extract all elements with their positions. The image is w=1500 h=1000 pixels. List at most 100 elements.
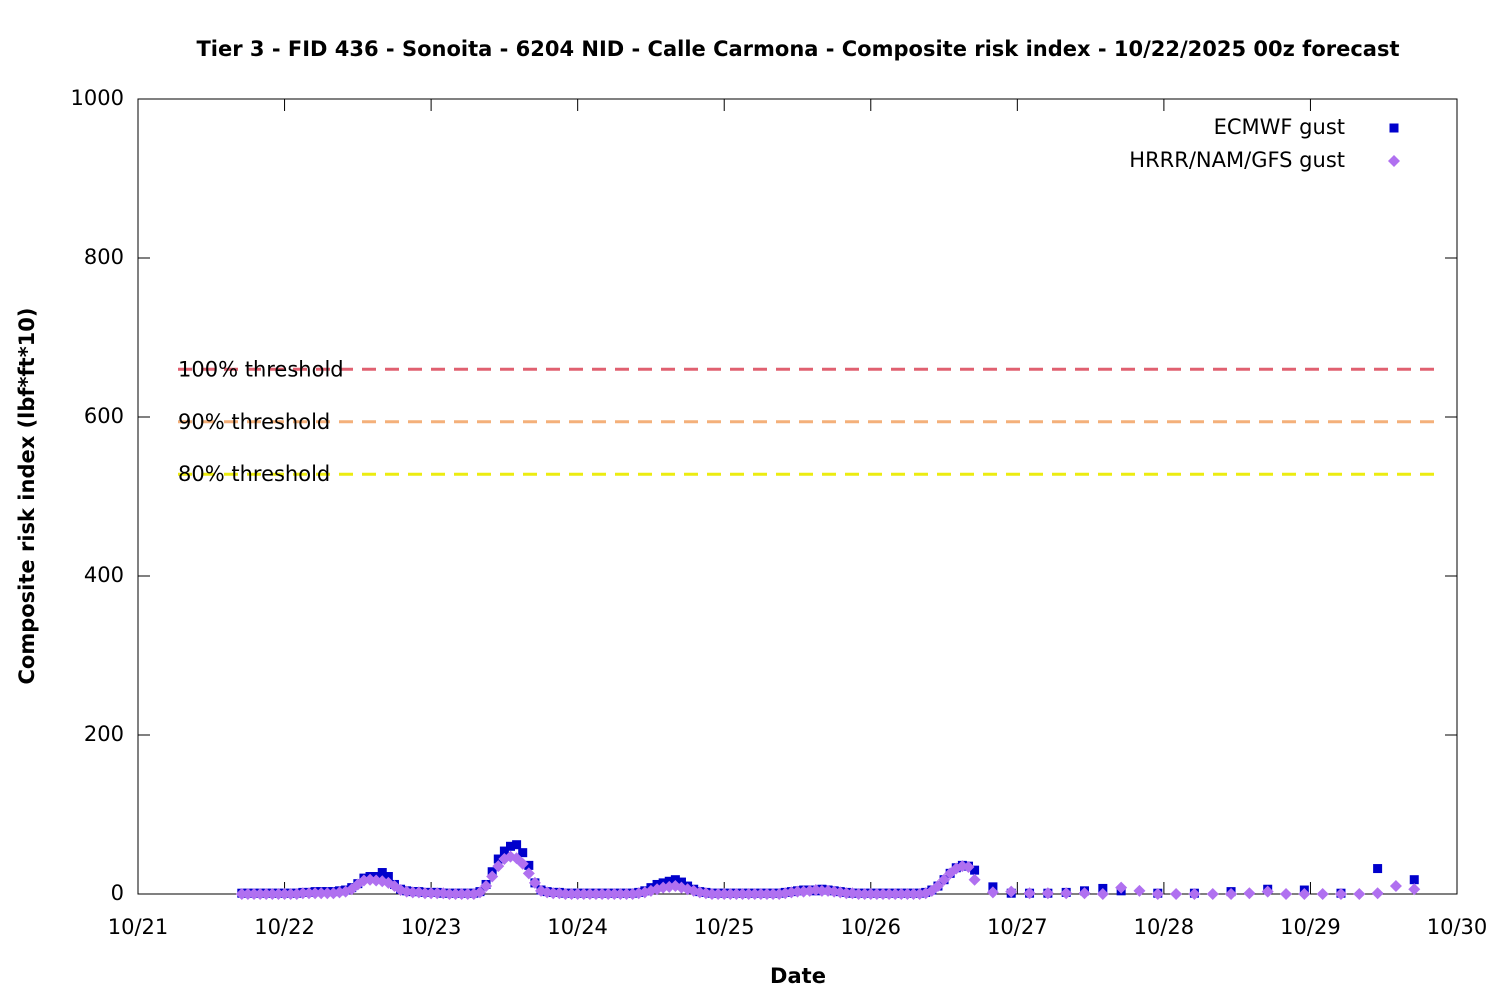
threshold-label: 80% threshold [178, 462, 330, 486]
point [840, 887, 853, 900]
point [712, 888, 725, 900]
point [1243, 887, 1256, 900]
point [1409, 875, 1419, 885]
point [266, 888, 279, 900]
point [1371, 887, 1384, 900]
point [931, 880, 944, 893]
y-tick-label: 800 [84, 245, 124, 269]
point [559, 888, 572, 900]
point [248, 888, 261, 900]
point [608, 888, 621, 900]
point [1133, 884, 1146, 897]
point [512, 840, 522, 850]
point [1316, 888, 1329, 900]
point [907, 888, 920, 900]
point [986, 886, 999, 899]
point [455, 888, 468, 900]
x-tick-label: 10/28 [1134, 915, 1195, 939]
point [309, 887, 322, 900]
point [383, 872, 393, 882]
point [1041, 887, 1054, 900]
point [302, 887, 315, 900]
point [620, 888, 633, 900]
point [419, 887, 432, 900]
point [760, 888, 773, 900]
point [315, 887, 328, 900]
point [968, 873, 981, 886]
point [505, 841, 515, 851]
point [254, 888, 267, 900]
x-tick-label: 10/23 [401, 915, 462, 939]
point [1334, 888, 1347, 900]
point [473, 886, 486, 899]
x-tick-label: 10/24 [547, 915, 608, 939]
x-tick-label: 10/26 [841, 915, 902, 939]
point [706, 888, 719, 900]
point [1170, 888, 1183, 900]
x-tick-label: 10/25 [694, 915, 755, 939]
point [1408, 883, 1421, 896]
y-tick-label: 600 [84, 404, 124, 428]
chart-title: Tier 3 - FID 436 - Sonoita - 6204 NID - … [196, 37, 1399, 61]
point [583, 888, 596, 900]
point [1280, 888, 1293, 900]
point [565, 888, 578, 900]
point [718, 888, 731, 900]
plot-frame [137, 98, 1458, 895]
point [431, 887, 444, 900]
point [296, 887, 309, 900]
point [748, 888, 761, 900]
point [516, 857, 529, 870]
point [235, 888, 248, 900]
point [724, 888, 737, 900]
point [522, 867, 535, 880]
point [742, 888, 755, 900]
point [406, 886, 419, 899]
point [547, 887, 560, 900]
point [858, 888, 871, 900]
x-tick-label: 10/30 [1427, 915, 1488, 939]
point [730, 888, 743, 900]
point [1096, 888, 1109, 900]
point [492, 860, 505, 873]
point [499, 846, 509, 856]
point [614, 888, 627, 900]
point [493, 854, 503, 864]
point [883, 888, 896, 900]
legend-marker [1388, 155, 1400, 167]
point [670, 875, 680, 885]
point [876, 888, 889, 900]
point [791, 885, 804, 898]
point [1389, 880, 1402, 893]
point [1206, 888, 1219, 900]
point [962, 860, 975, 873]
point [486, 870, 499, 883]
point [241, 888, 254, 900]
point [1115, 881, 1128, 894]
point [272, 888, 285, 900]
point [1188, 888, 1201, 900]
point [461, 888, 474, 900]
x-axis-label: Date [770, 964, 826, 988]
point [596, 888, 609, 900]
y-axis-label: Composite risk index (lbf*ft*10) [15, 307, 39, 684]
x-tick-label: 10/21 [108, 915, 169, 939]
point [1373, 864, 1383, 874]
legend-marker [1389, 123, 1399, 133]
point [284, 888, 297, 900]
point [1023, 887, 1036, 900]
point [970, 865, 980, 875]
point [889, 888, 902, 900]
point [1078, 887, 1091, 900]
point [425, 887, 438, 900]
point [852, 888, 865, 900]
point [1261, 885, 1274, 898]
point [528, 876, 541, 889]
x-tick-label: 10/29 [1280, 915, 1341, 939]
threshold-label: 100% threshold [178, 357, 344, 381]
point [602, 888, 615, 900]
point [518, 848, 528, 858]
point [767, 888, 780, 900]
point [577, 888, 590, 900]
point [815, 884, 828, 897]
